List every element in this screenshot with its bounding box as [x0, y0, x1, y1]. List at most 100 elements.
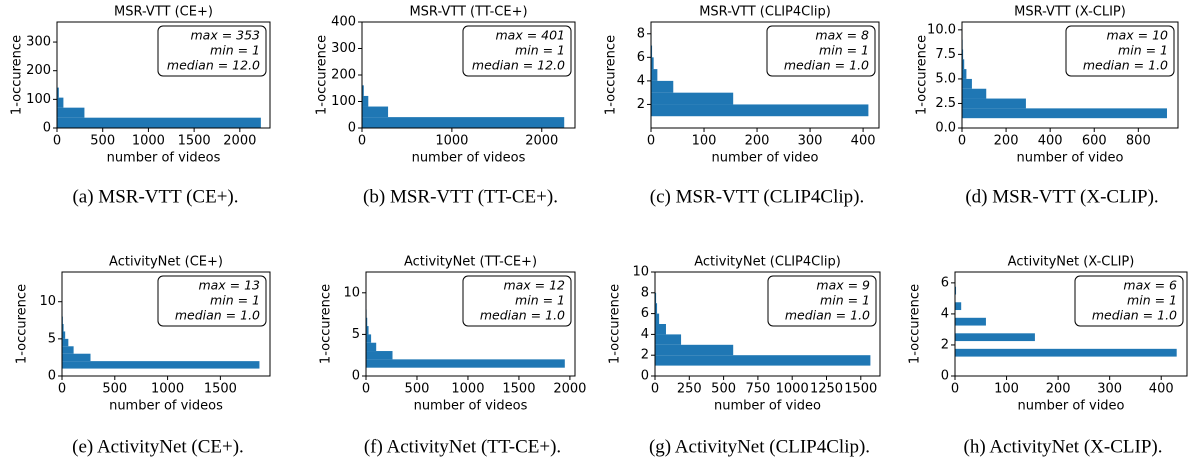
annotation-box: [767, 275, 877, 327]
x-tick-label: 1000: [132, 134, 165, 149]
bar: [366, 317, 368, 327]
bar: [962, 78, 972, 89]
bar: [366, 334, 372, 343]
x-tick-label: 0: [951, 382, 959, 397]
bar: [62, 331, 66, 339]
annotation: median = 1.0: [785, 308, 870, 323]
caption: (f) ActivityNet (TT-CE+).: [364, 436, 561, 457]
bar: [362, 117, 565, 128]
x-tick-label: 2000: [553, 382, 586, 397]
x-tick-label: 1500: [178, 134, 211, 149]
bar: [57, 87, 59, 98]
bar: [651, 80, 674, 93]
bar: [962, 59, 965, 70]
annotation-box: [157, 275, 267, 327]
bar: [655, 324, 666, 335]
annotation-box: [766, 25, 876, 77]
x-tick-label: 200: [1046, 382, 1071, 397]
x-tick-label: 1000: [451, 382, 484, 397]
y-tick-label: 6: [637, 50, 645, 65]
y-tick-label: 4: [637, 73, 645, 88]
y-tick-label: 300: [331, 41, 356, 56]
x-tick-label: 2000: [223, 134, 256, 149]
y-tick-label: 2.5: [935, 96, 956, 111]
x-axis-label: number of video: [1016, 151, 1123, 166]
bar: [62, 324, 64, 332]
x-tick-label: 600: [1082, 134, 1107, 149]
x-tick-label: 1000: [435, 134, 468, 149]
plot-frame: [650, 21, 880, 129]
y-tick-label: 2: [941, 337, 949, 352]
plot-frame: [954, 271, 1188, 377]
caption: (b) MSR-VTT (TT-CE+).: [363, 186, 558, 207]
x-tick-label: 750: [745, 382, 770, 397]
y-tick-label: 0: [641, 369, 649, 384]
x-tick-label: 1000: [151, 382, 184, 397]
bar: [955, 333, 1035, 342]
y-tick-label: 8: [641, 285, 649, 300]
bar: [651, 57, 654, 70]
plot-frame: [654, 271, 881, 377]
x-tick-label: 200: [994, 134, 1019, 149]
bar: [651, 104, 869, 117]
bar: [651, 45, 653, 58]
y-axis-label: 1-occurence: [604, 35, 619, 115]
y-tick-label: 0.0: [935, 121, 956, 136]
chart-title: ActivityNet (TT-CE+): [404, 255, 537, 270]
bar: [955, 286, 957, 295]
bar: [655, 355, 871, 366]
x-tick-label: 500: [102, 382, 127, 397]
y-tick-label: 10.0: [927, 22, 956, 37]
annotation: median = 1.0: [784, 58, 869, 73]
y-axis-label: 1-occurence: [315, 35, 330, 115]
annotation: max = 12: [503, 278, 565, 293]
annotation: min = 1: [515, 43, 565, 58]
x-tick-label: 250: [677, 382, 702, 397]
annotation-box: [157, 25, 267, 77]
x-tick-label: 200: [745, 134, 770, 149]
x-tick-label: 800: [1126, 134, 1151, 149]
x-tick-label: 1500: [204, 382, 237, 397]
bar: [651, 69, 658, 81]
annotation-box: [1074, 275, 1184, 327]
x-tick-label: 500: [405, 382, 430, 397]
y-tick-label: 200: [331, 68, 356, 83]
bar: [62, 361, 260, 369]
annotation: min = 1: [210, 43, 260, 58]
x-tick-label: 0: [362, 382, 370, 397]
caption: (e) ActivityNet (CE+).: [72, 436, 244, 457]
y-tick-label: 100: [331, 94, 356, 109]
bar: [962, 88, 987, 99]
x-tick-label: 100: [692, 134, 717, 149]
x-axis-label: number of videos: [414, 399, 528, 414]
y-tick-label: 4: [641, 327, 649, 342]
y-axis-label: 1-occurence: [10, 35, 25, 115]
y-tick-label: 10: [39, 294, 56, 309]
x-tick-label: 1250: [810, 382, 843, 397]
x-tick-label: 2000: [525, 134, 558, 149]
bar: [955, 348, 1177, 357]
y-tick-label: 400: [331, 15, 356, 30]
x-tick-label: 1000: [776, 382, 809, 397]
y-tick-label: 0: [348, 121, 356, 136]
y-tick-label: 7.5: [935, 47, 956, 62]
chart-title: MSR-VTT (X-CLIP): [1014, 5, 1126, 20]
bar: [362, 106, 389, 118]
x-axis-label: number of videos: [412, 151, 526, 166]
plot-frame: [61, 271, 271, 377]
x-tick-label: 0: [647, 134, 655, 149]
x-axis-label: number of video: [1017, 399, 1124, 414]
bar: [962, 98, 1026, 109]
y-tick-label: 2: [641, 348, 649, 363]
bar: [651, 92, 734, 105]
plot-frame: [365, 271, 576, 377]
y-tick-label: 10: [632, 265, 649, 280]
x-tick-label: 0: [651, 382, 659, 397]
chart-title: ActivityNet (CLIP4Clip): [694, 255, 841, 270]
x-axis-label: number of videos: [109, 399, 223, 414]
x-tick-label: 300: [1097, 382, 1122, 397]
chart-title: MSR-VTT (TT-CE+): [409, 5, 527, 20]
bar: [962, 69, 967, 79]
bar: [955, 302, 962, 311]
